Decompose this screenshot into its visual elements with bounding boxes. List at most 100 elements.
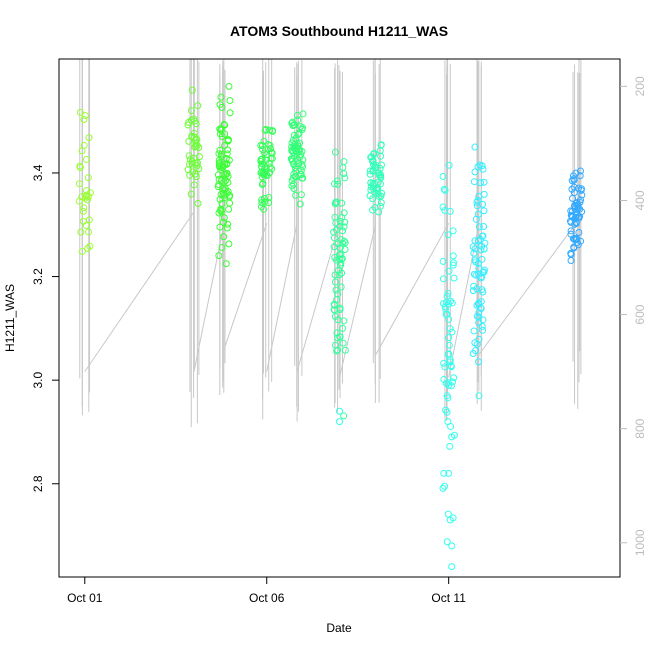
data-point xyxy=(288,119,296,127)
data-point xyxy=(225,193,233,201)
data-point xyxy=(442,310,450,318)
data-point-outlier xyxy=(443,392,451,400)
x-tick-label: Oct 06 xyxy=(249,591,285,605)
data-point xyxy=(369,206,377,214)
data-point xyxy=(85,134,93,142)
data-point xyxy=(221,185,229,193)
data-point xyxy=(195,153,203,161)
x-axis-label: Date xyxy=(326,621,352,635)
y-tick-label: 2.8 xyxy=(31,475,45,492)
data-point xyxy=(336,217,344,225)
data-point xyxy=(571,203,579,211)
data-point xyxy=(224,136,232,144)
data-point xyxy=(78,147,86,155)
data-point xyxy=(444,510,452,518)
data-point xyxy=(577,186,585,194)
transit-profile-line xyxy=(296,223,340,372)
data-point xyxy=(377,199,385,207)
data-point xyxy=(268,165,276,173)
data-point xyxy=(333,347,341,355)
data-point xyxy=(471,143,479,151)
data-point xyxy=(448,299,456,307)
data-point xyxy=(469,287,477,295)
data-point xyxy=(288,182,296,190)
data-point xyxy=(215,252,223,260)
data-point xyxy=(441,186,449,194)
data-point xyxy=(86,242,94,250)
data-point xyxy=(194,200,202,208)
data-point xyxy=(341,218,349,226)
data-point xyxy=(288,147,296,155)
data-point xyxy=(77,228,85,236)
data-point xyxy=(75,197,83,205)
data-point xyxy=(217,150,225,158)
data-point-outlier xyxy=(448,542,456,550)
data-point xyxy=(450,259,458,267)
data-point-outlier xyxy=(445,469,453,477)
data-point xyxy=(480,222,488,230)
data-point xyxy=(215,156,223,164)
y-axis: 2.8 3.0 3.2 3.4 xyxy=(31,164,59,492)
data-point xyxy=(261,126,269,134)
data-point xyxy=(79,207,87,215)
data-point xyxy=(220,214,228,222)
data-point-outlier xyxy=(336,407,343,415)
data-point xyxy=(194,102,202,110)
data-point xyxy=(258,199,266,207)
transit-profile-line xyxy=(84,211,195,372)
data-point xyxy=(470,282,478,290)
data-point xyxy=(86,189,94,197)
data-point xyxy=(186,155,194,163)
data-point xyxy=(297,191,305,199)
y-axis-label: H1211_WAS xyxy=(3,284,17,352)
data-point xyxy=(333,198,341,206)
data-point xyxy=(475,358,483,366)
data-point xyxy=(260,170,268,178)
data-point xyxy=(448,328,456,336)
data-point xyxy=(339,339,347,347)
data-point xyxy=(293,144,301,152)
data-point xyxy=(339,227,347,235)
data-point xyxy=(371,164,379,172)
data-point xyxy=(441,207,449,215)
data-point xyxy=(222,260,230,268)
data-point xyxy=(479,326,487,334)
data-point xyxy=(191,136,199,144)
data-point xyxy=(218,133,226,141)
data-point xyxy=(217,126,225,134)
data-point xyxy=(290,170,298,178)
y2-tick-label: 800 xyxy=(633,418,647,438)
data-point xyxy=(294,131,302,139)
data-point xyxy=(289,136,297,144)
transit-profile-line xyxy=(375,223,450,355)
data-point xyxy=(370,160,378,168)
data-point xyxy=(472,271,480,279)
data-point-outlier xyxy=(336,418,343,426)
data-point xyxy=(330,234,338,242)
data-point xyxy=(571,215,579,223)
data-point xyxy=(340,412,348,420)
data-point xyxy=(571,205,579,213)
data-point xyxy=(84,244,92,252)
data-point xyxy=(192,173,200,181)
data-point xyxy=(216,195,224,203)
data-point xyxy=(341,174,349,182)
data-point xyxy=(75,180,83,188)
data-point xyxy=(443,292,451,300)
data-point xyxy=(266,126,274,134)
data-point xyxy=(470,327,478,335)
data-point xyxy=(471,237,479,245)
data-point xyxy=(440,185,448,193)
data-point xyxy=(268,155,276,163)
data-point xyxy=(367,179,375,187)
data-point-outlier xyxy=(445,381,453,389)
transit-profile-line xyxy=(339,223,377,378)
data-point xyxy=(294,116,302,124)
data-point xyxy=(474,163,482,171)
data-point xyxy=(220,218,228,226)
data-point xyxy=(259,146,267,154)
data-point xyxy=(338,269,346,277)
data-point xyxy=(257,203,265,211)
data-point xyxy=(439,172,447,180)
transit-profile-line xyxy=(478,223,577,355)
